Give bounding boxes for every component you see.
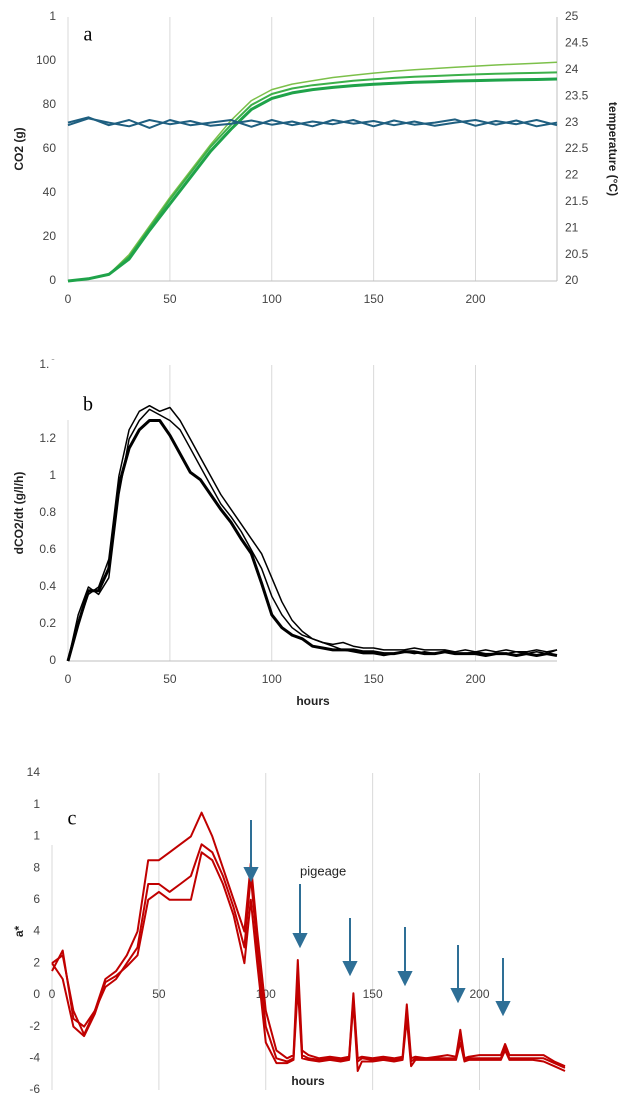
x-tick-label: 50 [163, 672, 177, 686]
y2-tick-label: 22.5 [565, 141, 589, 155]
series-line [51, 811, 566, 1068]
y-tick-label: 0 [33, 987, 40, 1001]
arrow-head [243, 867, 259, 883]
y-tick-label: 1 [49, 9, 56, 23]
x-tick-label: 150 [364, 292, 384, 306]
x-tick-label: 200 [465, 672, 485, 686]
y2-axis-title: temperature (°C) [606, 102, 620, 196]
series-line [67, 117, 558, 128]
panel-label: b [83, 394, 93, 416]
y-tick-label: 0.8 [39, 505, 56, 519]
y-tick-label: 100 [36, 53, 56, 67]
y-tick-label: 8 [33, 860, 40, 874]
y-tick-label: 14 [27, 765, 41, 779]
series-line [67, 71, 558, 282]
series-line [67, 408, 558, 662]
y-tick-label: 1 [49, 468, 56, 482]
y2-tick-label: 25 [565, 9, 579, 23]
y2-tick-label: 24 [565, 62, 579, 76]
y2-tick-label: 23 [565, 115, 579, 129]
y-tick-label: -4 [29, 1050, 40, 1064]
y-axis-title: dCO2/dt (g/l/h) [12, 472, 26, 555]
y-tick-label: 0.2 [39, 616, 56, 630]
x-tick-label: 50 [152, 987, 166, 1001]
y-tick-label: 0.6 [39, 542, 56, 556]
y-tick-label: 20 [43, 229, 57, 243]
panel-label: a [84, 24, 93, 46]
y-tick-label: 80 [43, 97, 57, 111]
plots: 0 50 100 150 20002040608010012020.52121.5222… [12, 9, 620, 1094]
x-tick-label: 200 [465, 292, 485, 306]
y-tick-label: 0.4 [39, 579, 56, 593]
panel-label: c [68, 808, 77, 830]
arrow-head [397, 971, 413, 987]
series-line [67, 116, 558, 129]
y-tick-label: -6 [29, 1082, 40, 1094]
y-tick-label: 1.2 [39, 431, 56, 445]
y-tick-label: 40 [43, 185, 57, 199]
x-tick-label: 0 [49, 987, 56, 1001]
series-line [67, 77, 558, 283]
y-tick-label: 4 [33, 924, 40, 938]
series-line [67, 61, 558, 282]
x-tick-label: 0 [65, 292, 72, 306]
x-axis-title: hours [296, 694, 330, 708]
x-tick-label: 150 [363, 987, 383, 1001]
y2-tick-label: 23.5 [565, 88, 589, 102]
label-backdrop [40, 765, 95, 845]
y-tick-label: 2 [33, 955, 40, 969]
y2-tick-label: 20.5 [565, 247, 589, 261]
series-line [67, 404, 558, 662]
overlay: a b c pigeage [40, 18, 511, 1017]
y-tick-label: -2 [29, 1019, 40, 1033]
arrow-head [495, 1001, 511, 1017]
x-axis-title: hours [291, 1074, 325, 1088]
x-tick-label: 200 [469, 987, 489, 1001]
x-tick-label: 100 [256, 987, 276, 1001]
arrow-head [342, 961, 358, 977]
y-tick-label: 6 [33, 892, 40, 906]
y2-tick-label: 21 [565, 220, 579, 234]
x-tick-label: 50 [163, 292, 177, 306]
y2-tick-label: 22 [565, 168, 579, 182]
y-tick-label: 60 [43, 141, 57, 155]
y-tick-label: 0 [49, 653, 56, 667]
series-line [66, 419, 558, 662]
annotation: pigeage [300, 863, 346, 878]
series-line [51, 843, 566, 1069]
y-axis-title: a* [12, 925, 26, 937]
x-tick-label: 100 [262, 292, 282, 306]
arrows [243, 820, 511, 1017]
x-tick-label: 150 [364, 672, 384, 686]
arrow-head [450, 988, 466, 1004]
y2-tick-label: 24.5 [565, 36, 589, 50]
y-axis-title: CO2 (g) [12, 127, 26, 170]
y-tick-label: 0 [49, 273, 56, 287]
x-tick-label: 0 [65, 672, 72, 686]
y2-tick-label: 21.5 [565, 194, 589, 208]
x-tick-label: 100 [262, 672, 282, 686]
label-backdrop [75, 18, 115, 50]
series-line [51, 851, 566, 1072]
y2-tick-label: 20 [565, 273, 579, 287]
arrow-head [292, 933, 308, 949]
y-tick-label: 1 [33, 829, 40, 843]
label-backdrop [50, 360, 115, 420]
y-tick-label: 1 [33, 797, 40, 811]
